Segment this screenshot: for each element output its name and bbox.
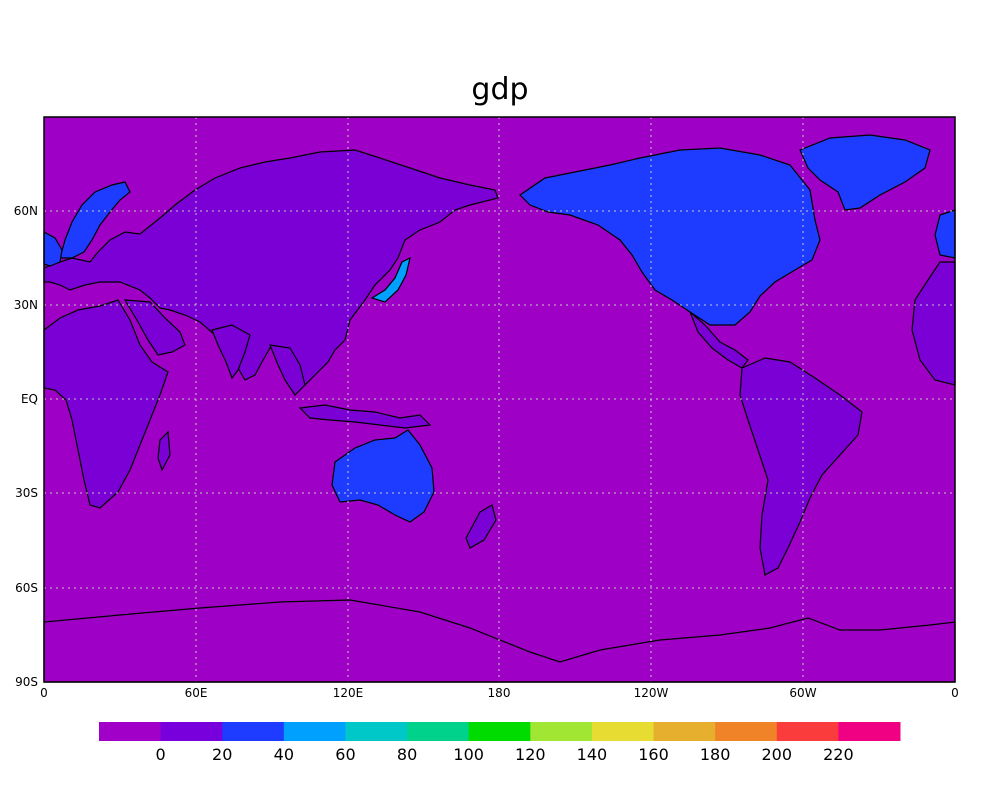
- colorbar-swatch: [160, 722, 223, 741]
- south-america-landmass: [739, 357, 863, 576]
- lon-label-180: 180: [488, 686, 511, 700]
- colorbar-swatch: [838, 722, 901, 741]
- colorbar: [99, 722, 901, 741]
- colorbar-swatch: [530, 722, 593, 741]
- colorbar-tick-label: 60: [335, 745, 355, 764]
- colorbar-tick-label: 0: [156, 745, 166, 764]
- lon-label-0: 0: [40, 686, 48, 700]
- colorbar-tick-label: 180: [700, 745, 731, 764]
- greenland-landmass: [799, 134, 931, 211]
- new-zealand-landmass: [465, 504, 497, 549]
- colorbar-tick-label: 20: [212, 745, 232, 764]
- japan-landmass: [370, 256, 411, 303]
- colorbar-swatch: [776, 722, 839, 741]
- latitude-labels: 60N 30N EQ 30S 60S 90S: [14, 204, 38, 689]
- indonesia-islands: [298, 404, 432, 429]
- map-frame: [43, 116, 956, 683]
- lat-label-60n: 60N: [14, 204, 38, 218]
- colorbar-tick-label: 40: [274, 745, 294, 764]
- arabia-landmass: [123, 299, 186, 356]
- colorbar-swatch: [653, 722, 716, 741]
- lat-label-60s: 60S: [15, 581, 38, 595]
- lat-label-30s: 30S: [15, 486, 38, 500]
- colorbar-swatch: [99, 722, 162, 741]
- colorbar-tick-label: 220: [823, 745, 854, 764]
- lat-label-90s: 90S: [15, 675, 38, 689]
- europe-africa-east-edge: [911, 261, 956, 386]
- map-title: gdp: [471, 72, 529, 107]
- lat-label-eq: EQ: [21, 392, 38, 406]
- map-gridlines: [44, 117, 955, 682]
- colorbar-swatch: [283, 722, 346, 741]
- southeast-asia-landmass: [269, 344, 306, 396]
- colorbar-tick-label: 80: [397, 745, 417, 764]
- madagascar-landmass: [157, 430, 171, 472]
- central-america-landmass: [689, 311, 749, 369]
- lon-label-60w: 60W: [789, 686, 816, 700]
- colorbar-tick-label: 100: [453, 745, 484, 764]
- colorbar-swatch: [591, 722, 655, 741]
- colorbar-swatch: [468, 722, 531, 741]
- lon-label-0-east: 0: [951, 686, 959, 700]
- colorbar-tick-label: 120: [515, 745, 546, 764]
- scandinavia-landmass: [59, 181, 131, 259]
- lon-label-120e: 120E: [333, 686, 364, 700]
- colorbar-tick-label: 200: [761, 745, 792, 764]
- colorbar-labels: 0 20 40 60 80 100 120 140 160 180 200 220: [156, 745, 854, 764]
- colorbar-swatch: [222, 722, 285, 741]
- lat-label-30n: 30N: [14, 298, 38, 312]
- lon-label-60e: 60E: [185, 686, 208, 700]
- north-america-landmass: [519, 147, 821, 326]
- africa-landmass: [43, 299, 169, 509]
- colorbar-swatch: [715, 722, 778, 741]
- longitude-labels: 0 60E 120E 180 120W 60W 0: [40, 686, 959, 700]
- colorbar-tick-label: 160: [638, 745, 669, 764]
- colorbar-swatch: [345, 722, 408, 741]
- lon-label-120w: 120W: [634, 686, 669, 700]
- india-landmass: [211, 324, 251, 380]
- colorbar-swatch: [407, 722, 470, 741]
- colorbar-tick-label: 140: [577, 745, 608, 764]
- eurasia-landmass: [43, 149, 499, 386]
- australia-landmass: [331, 429, 435, 523]
